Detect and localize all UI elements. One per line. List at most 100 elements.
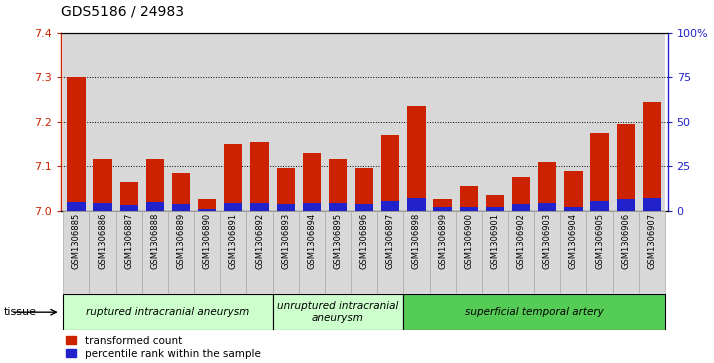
FancyBboxPatch shape [325,211,351,294]
Text: GSM1306906: GSM1306906 [621,213,630,269]
FancyBboxPatch shape [560,211,586,294]
Bar [116,33,142,211]
FancyBboxPatch shape [430,211,456,294]
Bar [407,106,426,211]
Bar [351,33,377,211]
Bar [146,202,164,211]
Text: GSM1306891: GSM1306891 [229,213,238,269]
FancyBboxPatch shape [377,211,403,294]
Text: GDS5186 / 24983: GDS5186 / 24983 [61,4,183,18]
Text: GSM1306893: GSM1306893 [281,213,290,269]
Text: GSM1306896: GSM1306896 [360,213,368,269]
FancyBboxPatch shape [508,211,534,294]
Bar [381,135,399,211]
Bar [251,203,268,211]
Text: GSM1306900: GSM1306900 [464,213,473,269]
FancyBboxPatch shape [586,211,613,294]
Bar [198,199,216,211]
FancyBboxPatch shape [403,294,665,330]
Bar [168,33,194,211]
Text: GSM1306903: GSM1306903 [543,213,552,269]
FancyBboxPatch shape [613,211,639,294]
Bar [273,33,298,211]
FancyBboxPatch shape [456,211,482,294]
Text: GSM1306888: GSM1306888 [151,213,159,269]
Text: GSM1306890: GSM1306890 [203,213,211,269]
Bar [564,207,583,211]
Bar [456,33,482,211]
FancyBboxPatch shape [64,211,89,294]
Text: GSM1306892: GSM1306892 [255,213,264,269]
Bar [534,33,560,211]
Bar [146,159,164,211]
Bar [355,204,373,211]
Bar [590,201,609,211]
Bar [224,144,243,211]
Bar [512,177,531,211]
Bar [303,153,321,211]
Bar [94,159,111,211]
Bar [119,182,138,211]
Text: GSM1306904: GSM1306904 [569,213,578,269]
Text: GSM1306901: GSM1306901 [491,213,499,269]
Bar [643,102,661,211]
FancyBboxPatch shape [298,211,325,294]
Text: tissue: tissue [4,307,36,317]
Text: GSM1306894: GSM1306894 [307,213,316,269]
FancyBboxPatch shape [168,211,194,294]
Bar [67,77,86,211]
FancyBboxPatch shape [482,211,508,294]
Bar [486,195,504,211]
Bar [617,124,635,211]
Bar [194,33,220,211]
Bar [220,33,246,211]
FancyBboxPatch shape [194,211,220,294]
Bar [381,201,399,211]
Text: GSM1306898: GSM1306898 [412,213,421,269]
Bar [613,33,639,211]
Text: GSM1306902: GSM1306902 [517,213,526,269]
Bar [639,33,665,211]
Bar [246,33,273,211]
Bar [89,33,116,211]
Bar [538,162,556,211]
Text: GSM1306905: GSM1306905 [595,213,604,269]
FancyBboxPatch shape [142,211,168,294]
Bar [508,33,534,211]
FancyBboxPatch shape [403,211,430,294]
Bar [329,159,347,211]
Bar [560,33,586,211]
Text: GSM1306886: GSM1306886 [98,213,107,269]
Text: GSM1306899: GSM1306899 [438,213,447,269]
Bar [64,33,89,211]
FancyBboxPatch shape [246,211,273,294]
Bar [430,33,456,211]
Bar [403,33,430,211]
FancyBboxPatch shape [116,211,142,294]
Text: GSM1306897: GSM1306897 [386,213,395,269]
Bar [538,203,556,211]
Text: GSM1306895: GSM1306895 [333,213,343,269]
FancyBboxPatch shape [220,211,246,294]
Bar [586,33,613,211]
Bar [460,207,478,211]
Bar [486,207,504,211]
Text: ruptured intracranial aneurysm: ruptured intracranial aneurysm [86,307,250,317]
Bar [172,173,190,211]
Bar [407,198,426,211]
FancyBboxPatch shape [273,211,298,294]
Bar [172,204,190,211]
Bar [355,168,373,211]
FancyBboxPatch shape [89,211,116,294]
FancyBboxPatch shape [351,211,377,294]
Text: GSM1306887: GSM1306887 [124,213,134,269]
Bar [512,204,531,211]
Bar [325,33,351,211]
Bar [303,203,321,211]
Legend: transformed count, percentile rank within the sample: transformed count, percentile rank withi… [66,335,261,359]
Bar [94,203,111,211]
Bar [276,204,295,211]
Bar [119,205,138,211]
Bar [142,33,168,211]
Bar [460,186,478,211]
